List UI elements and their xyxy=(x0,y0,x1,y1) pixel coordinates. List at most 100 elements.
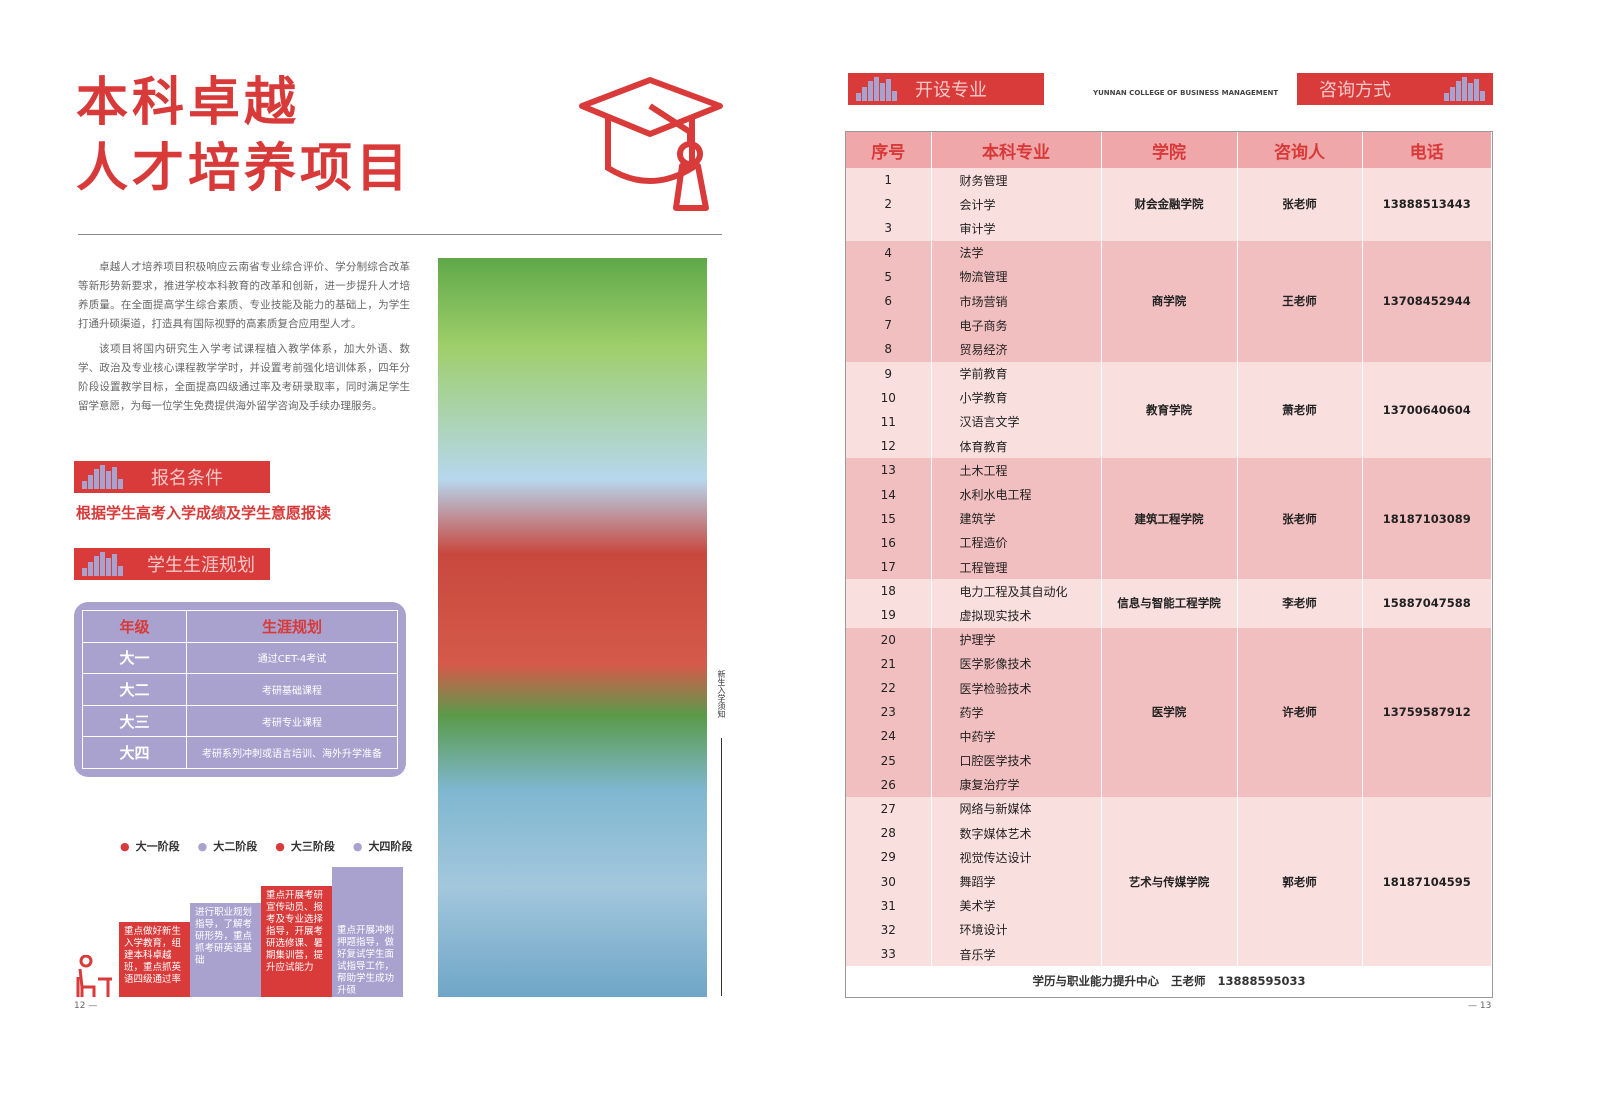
divider xyxy=(78,234,722,235)
row-number: 10 xyxy=(846,385,932,410)
table-row: 11 汉语言文学 xyxy=(846,409,1492,435)
table-row: 12 体育教育 xyxy=(846,434,1492,459)
table-row: 17 工程管理 xyxy=(846,555,1492,580)
table-cell: 口腔医学技术 xyxy=(931,748,1102,773)
table-row: 13 土木工程 建筑工程学院 张老师 18187103089 xyxy=(846,458,1492,580)
table-cell: 电力工程及其自动化 xyxy=(931,579,1102,604)
table-cell: 医学影像技术 xyxy=(931,651,1102,676)
table-cell: 水利水电工程 xyxy=(931,482,1102,507)
row-number: 7 xyxy=(846,313,932,338)
table-row: 23 药学 xyxy=(846,700,1492,725)
table-cell: 建筑工程学院 xyxy=(1101,458,1238,580)
row-number: 15 xyxy=(846,506,932,531)
row-number: 26 xyxy=(846,772,932,797)
table-cell: 萧老师 xyxy=(1237,361,1363,459)
side-label: 新生入学须知 xyxy=(717,670,726,718)
row-number: 23 xyxy=(846,700,932,725)
table-cell: 许老师 xyxy=(1237,627,1363,797)
row-number: 32 xyxy=(846,917,932,942)
row-number: 18 xyxy=(846,579,932,604)
table-row: 8 贸易经济 xyxy=(846,337,1492,362)
table-cell: 王老师 xyxy=(1237,240,1363,362)
table-cell: 学前教育 xyxy=(931,361,1102,386)
section-enroll: 报名条件 xyxy=(74,461,270,493)
table-cell: 数字媒体艺术 xyxy=(931,821,1102,846)
table-cell: 13708452944 xyxy=(1362,240,1492,362)
table-cell: 18187103089 xyxy=(1362,458,1492,580)
row-number: 21 xyxy=(846,651,932,676)
table-cell: 15887047588 xyxy=(1362,579,1492,628)
campus-photo xyxy=(438,258,707,997)
table-cell: 13888513443 xyxy=(1362,168,1492,241)
table-row: 10 小学教育 xyxy=(846,385,1492,410)
table-cell: 法学 xyxy=(931,240,1102,265)
table-cell: 18187104595 xyxy=(1362,796,1492,967)
table-cell: 土木工程 xyxy=(931,458,1102,483)
table-cell: 郭老师 xyxy=(1237,796,1363,967)
row-number: 29 xyxy=(846,845,932,870)
row-number: 3 xyxy=(846,216,932,241)
table-row: 24 中药学 xyxy=(846,724,1492,749)
table-cell: 视觉传达设计 xyxy=(931,845,1102,870)
table-cell: 工程造价 xyxy=(931,530,1102,555)
table-cell: 市场营销 xyxy=(931,288,1102,314)
row-number: 22 xyxy=(846,675,932,701)
table-cell: 艺术与传媒学院 xyxy=(1101,796,1238,967)
table-cell: 审计学 xyxy=(931,216,1102,241)
table-cell: 财务管理 xyxy=(931,168,1102,193)
row-number: 24 xyxy=(846,724,932,749)
row-number: 1 xyxy=(846,168,932,193)
row-number: 4 xyxy=(846,240,932,265)
section-majors: 开设专业 xyxy=(848,73,1044,105)
row-number: 8 xyxy=(846,337,932,362)
buildings-icon xyxy=(856,77,897,101)
student-desk-icon xyxy=(76,955,112,997)
row-number: 5 xyxy=(846,264,932,289)
table-row: 20 护理学 医学院 许老师 13759587912 xyxy=(846,627,1492,797)
row-number: 27 xyxy=(846,796,932,822)
table-row: 9 学前教育 教育学院 萧老师 13700640604 xyxy=(846,361,1492,459)
buildings-icon xyxy=(82,552,123,576)
section-contact: 咨询方式 xyxy=(1297,73,1493,105)
stage-4-step: 重点开展冲刺押题指导，做好复试学生面试指导工作，帮助学生成功升硕 xyxy=(332,867,403,997)
table-cell: 张老师 xyxy=(1237,168,1363,241)
table-cell: 工程管理 xyxy=(931,555,1102,580)
table-cell: 财会金融学院 xyxy=(1101,168,1238,241)
table-row: 18 电力工程及其自动化 信息与智能工程学院 李老师 15887047588 xyxy=(846,579,1492,628)
table-cell: 物流管理 xyxy=(931,264,1102,289)
table-cell: 护理学 xyxy=(931,627,1102,652)
table-row: 19 虚拟现实技术 xyxy=(846,603,1492,628)
table-row: 14 水利水电工程 xyxy=(846,482,1492,507)
table-cell: 李老师 xyxy=(1237,579,1363,628)
table-cell: 药学 xyxy=(931,700,1102,725)
row-number: 28 xyxy=(846,821,932,846)
stage-2-step: 进行职业规划指导，了解考研形势，重点抓考研英语基础 xyxy=(190,903,261,997)
table-cell: 虚拟现实技术 xyxy=(931,603,1102,628)
table-row: 22 医学检验技术 xyxy=(846,675,1492,701)
table-row: 3 审计学 xyxy=(846,216,1492,241)
table-row: 32 环境设计 xyxy=(846,917,1492,942)
table-row: 28 数字媒体艺术 xyxy=(846,821,1492,846)
table-cell: 医学检验技术 xyxy=(931,675,1102,701)
table-cell: 13759587912 xyxy=(1362,627,1492,797)
row-number: 2 xyxy=(846,192,932,217)
table-cell: 网络与新媒体 xyxy=(931,796,1102,822)
stage-3-step: 重点开展考研宣传动员、报考及专业选择指导，开展考研选修课、暑期集训营，提升应试能… xyxy=(261,886,332,997)
row-number: 33 xyxy=(846,942,932,967)
table-cell: 信息与智能工程学院 xyxy=(1101,579,1238,628)
table-cell: 商学院 xyxy=(1101,240,1238,362)
college-name: YUNNAN COLLEGE OF BUSINESS MANAGEMENT xyxy=(1093,89,1279,97)
table-cell: 美术学 xyxy=(931,893,1102,918)
majors-table: 序号 本科专业 学院 咨询人 电话 1 财务管理 财会金融学院 张老师 13888513… xyxy=(845,131,1493,998)
table-row: 29 视觉传达设计 xyxy=(846,845,1492,870)
row-number: 14 xyxy=(846,482,932,507)
row-number: 19 xyxy=(846,603,932,628)
table-row: 6 市场营销 xyxy=(846,288,1492,314)
table-row: 30 舞蹈学 xyxy=(846,869,1492,894)
table-footer: 学历与职业能力提升中心 王老师 13888595033 xyxy=(846,966,1492,992)
table-cell: 贸易经济 xyxy=(931,337,1102,362)
table-cell: 汉语言文学 xyxy=(931,409,1102,435)
table-cell: 体育教育 xyxy=(931,434,1102,459)
page-number-left: 12 — xyxy=(74,1001,98,1011)
buildings-icon xyxy=(1444,77,1485,101)
